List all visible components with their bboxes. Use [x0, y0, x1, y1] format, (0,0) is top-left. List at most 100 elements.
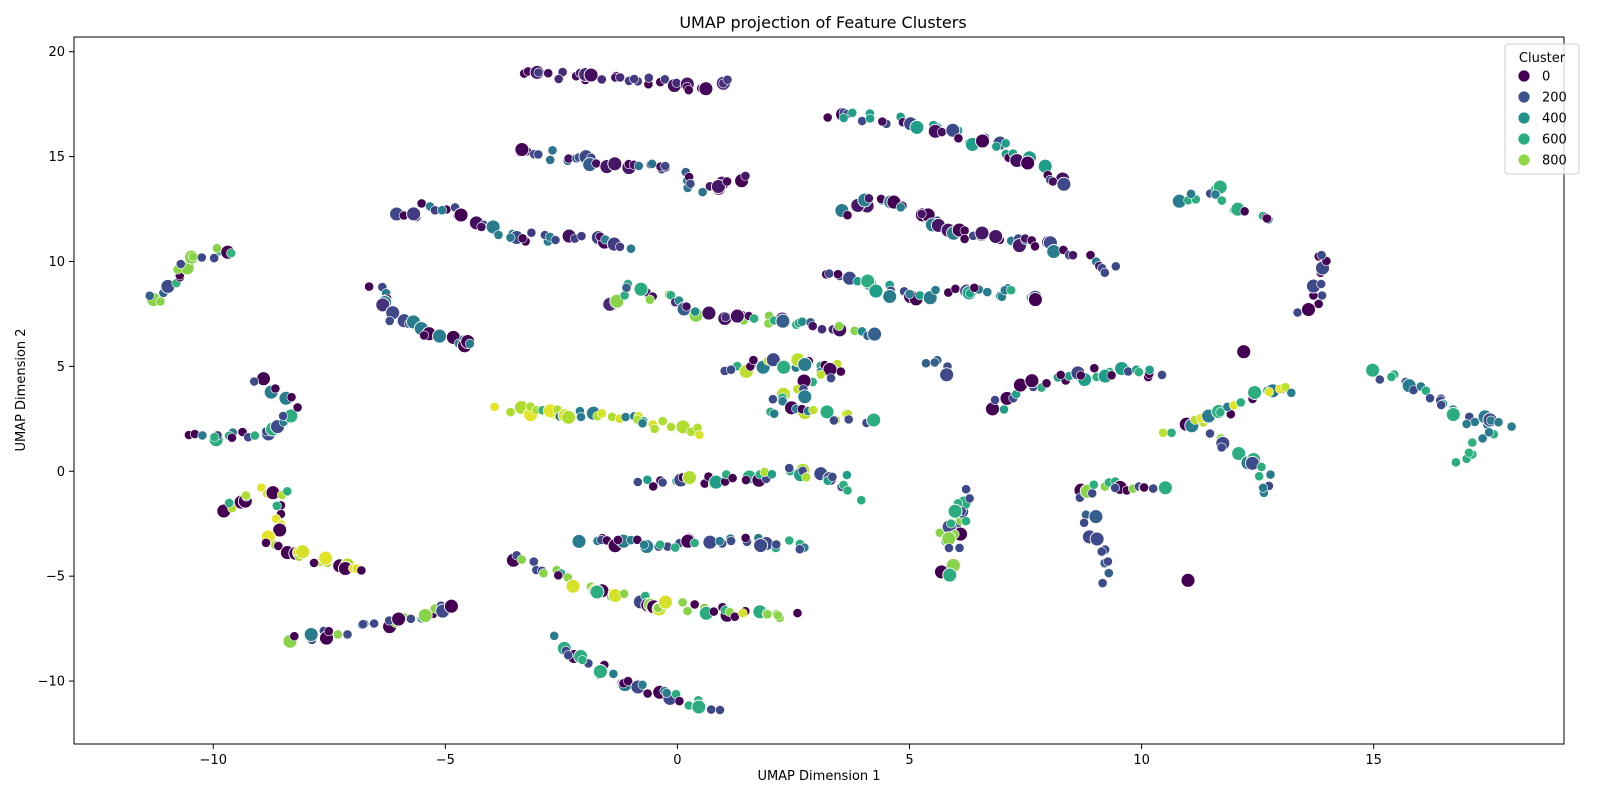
- scatter-point: [990, 395, 1000, 405]
- scatter-point: [615, 241, 625, 252]
- scatter-point: [726, 364, 736, 375]
- scatter-point: [514, 142, 530, 157]
- scatter-point: [613, 535, 623, 545]
- scatter-point: [867, 326, 883, 342]
- scatter-point: [694, 429, 705, 440]
- scatter-point: [342, 629, 353, 640]
- scatter-point: [1041, 378, 1052, 389]
- scatter-point: [1231, 446, 1247, 461]
- scatter-point: [1110, 482, 1120, 493]
- scatter-point: [1301, 302, 1316, 317]
- scatter-point: [1484, 427, 1494, 438]
- scatter-point: [543, 68, 554, 79]
- scatter-point: [549, 630, 560, 641]
- scatter-point: [464, 338, 475, 349]
- scatter-point: [489, 401, 500, 412]
- scatter-point: [843, 414, 854, 425]
- scatter-point: [714, 536, 725, 546]
- scatter-point: [1046, 244, 1062, 259]
- scatter-point: [645, 294, 655, 305]
- scatter-point: [623, 676, 633, 686]
- scatter-point: [655, 539, 665, 550]
- scatter-point: [1134, 367, 1144, 377]
- scatter-point: [648, 481, 659, 492]
- scatter-point: [808, 405, 819, 415]
- scatter-point: [1265, 469, 1276, 480]
- scatter-point: [767, 469, 777, 480]
- scatter-point: [961, 516, 971, 526]
- scatter-point: [777, 396, 788, 407]
- scatter-point: [708, 606, 719, 617]
- scatter-point: [959, 225, 970, 236]
- scatter-point: [273, 541, 284, 551]
- scatter-point: [561, 409, 576, 425]
- scatter-point: [1089, 363, 1100, 374]
- scatter-point: [829, 415, 839, 426]
- scatter-point: [964, 493, 975, 504]
- scatter-point: [632, 477, 643, 487]
- scatter-point: [826, 373, 836, 383]
- scatter-point: [533, 149, 544, 160]
- scatter-point: [847, 107, 858, 118]
- scatter-point: [1216, 195, 1227, 206]
- scatter-point: [690, 306, 701, 317]
- scatter-point: [697, 187, 708, 197]
- y-tick-label: −5: [46, 570, 65, 585]
- scatter-point: [1055, 369, 1066, 380]
- scatter-point: [1089, 531, 1105, 547]
- scatter-point: [1075, 370, 1086, 381]
- scatter-point: [547, 145, 558, 156]
- scatter-point: [620, 412, 631, 422]
- scatter-point: [493, 229, 504, 240]
- scatter-point: [364, 281, 374, 292]
- y-tick-label: 20: [48, 45, 65, 60]
- scatter-point: [683, 85, 694, 95]
- scatter-point: [1068, 250, 1078, 261]
- scatter-point: [720, 312, 731, 322]
- scatter-point: [1239, 206, 1250, 217]
- scatter-point: [289, 631, 300, 642]
- scatter-point: [608, 668, 619, 679]
- scatter-point: [211, 243, 222, 254]
- scatter-point: [1264, 387, 1274, 397]
- scatter-point: [856, 495, 867, 506]
- chart-title: UMAP projection of Feature Clusters: [679, 13, 966, 32]
- scatter-point: [1421, 385, 1431, 396]
- scatter-point: [432, 328, 447, 344]
- scatter-point: [209, 253, 220, 263]
- scatter-point: [865, 113, 875, 124]
- scatter-point: [954, 543, 965, 553]
- scatter-point: [1247, 385, 1263, 400]
- scatter-point: [1461, 419, 1472, 429]
- scatter-point: [332, 629, 343, 640]
- scatter-point: [817, 324, 827, 335]
- scatter-point: [642, 688, 653, 699]
- scatter-point: [929, 357, 940, 368]
- scatter-point: [286, 392, 297, 403]
- scatter-point: [1445, 407, 1461, 422]
- scatter-point: [1316, 279, 1327, 289]
- x-tick-label: 10: [1133, 753, 1150, 768]
- scatter-point: [882, 289, 898, 304]
- scatter-point: [196, 252, 207, 263]
- scatter-point: [749, 313, 759, 324]
- scatter-point: [1313, 298, 1324, 309]
- scatter-point: [945, 122, 961, 138]
- legend-marker: [1517, 69, 1531, 83]
- scatter-point: [505, 407, 516, 417]
- scatter-point: [689, 599, 700, 610]
- scatter-point: [375, 297, 391, 313]
- scatter-point: [1235, 397, 1246, 408]
- y-axis: −10 −5 0 5 10 15 20: [38, 45, 74, 690]
- scatter-point: [838, 113, 849, 123]
- scatter-point: [188, 251, 198, 262]
- scatter-point: [674, 696, 685, 706]
- scatter-point: [740, 533, 751, 543]
- scatter-point: [282, 486, 293, 497]
- x-axis: −10 −5 0 5 10 15: [200, 744, 1382, 768]
- scatter-point: [639, 539, 649, 550]
- scatter-point: [437, 205, 447, 216]
- scatter-point: [643, 72, 654, 83]
- scatter-point: [842, 210, 853, 221]
- scatter-point: [1106, 370, 1117, 381]
